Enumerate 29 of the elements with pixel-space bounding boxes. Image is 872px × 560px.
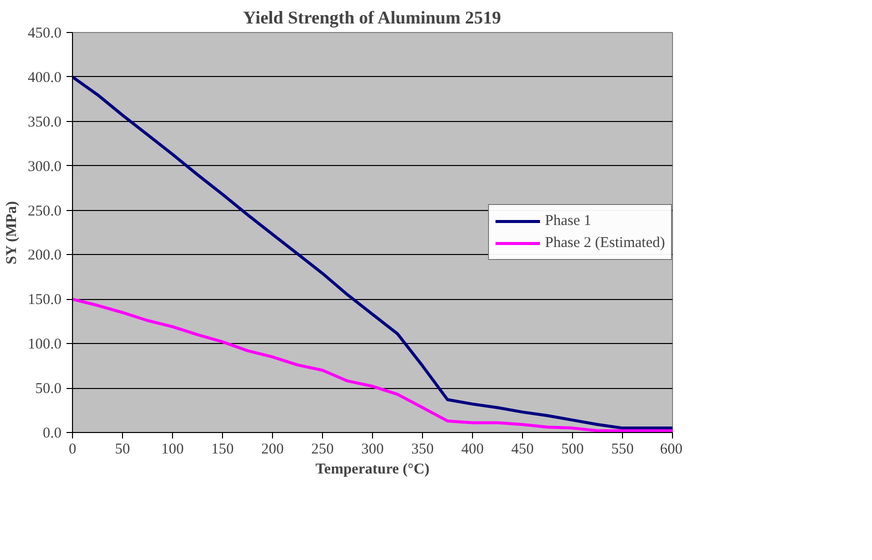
- x-tick-label: 100: [161, 442, 184, 458]
- x-tick-label: 500: [561, 442, 584, 458]
- x-tick-label: 450: [511, 442, 534, 458]
- y-tick-label: 0.0: [42, 426, 62, 442]
- chart-title: Yield Strength of Aluminum 2519: [242, 8, 502, 28]
- y-tick-label: 100.0: [28, 336, 62, 353]
- y-tick-label: 400.0: [28, 70, 62, 86]
- legend-label: Phase 1: [545, 212, 592, 230]
- x-tick-label: 0: [68, 442, 76, 458]
- y-tick-label: 50.0: [35, 381, 62, 398]
- x-tick-label: 550: [611, 442, 634, 458]
- legend-label: Phase 2 (Estimated): [545, 234, 665, 252]
- x-tick-label: 250: [311, 442, 334, 458]
- y-tick-label: 450.0: [28, 26, 62, 42]
- y-tick-label: 200.0: [28, 248, 62, 264]
- x-tick-label: 50: [115, 442, 130, 458]
- x-tick-label: 300: [361, 442, 384, 458]
- x-tick-label: 200: [261, 442, 284, 458]
- line-series: [72, 75, 672, 430]
- y-axis-title: SY (MPa): [4, 201, 20, 264]
- y-tick-label: 300.0: [28, 158, 62, 175]
- x-axis-title: Temperature (°C): [316, 462, 430, 478]
- y-tick-label: 150.0: [28, 292, 62, 308]
- x-tick-label: 600: [660, 442, 682, 458]
- y-tick-label: 350.0: [28, 114, 62, 130]
- x-tick-label: 150: [211, 442, 234, 458]
- y-tick-label: 250.0: [28, 203, 62, 220]
- x-tick-label: 350: [411, 442, 434, 458]
- x-tick-label: 400: [461, 442, 484, 458]
